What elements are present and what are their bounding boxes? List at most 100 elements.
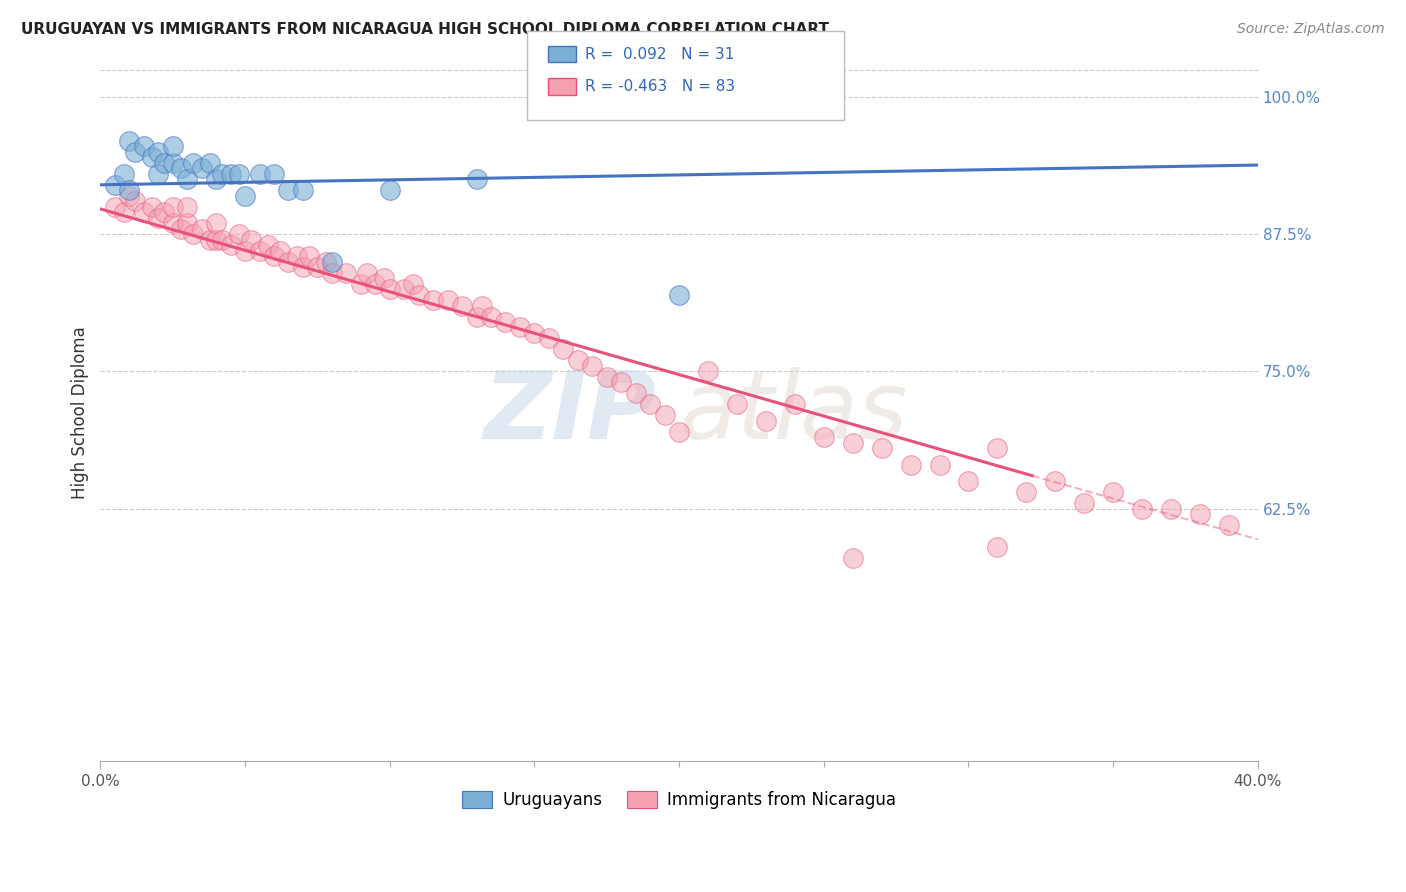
Text: URUGUAYAN VS IMMIGRANTS FROM NICARAGUA HIGH SCHOOL DIPLOMA CORRELATION CHART: URUGUAYAN VS IMMIGRANTS FROM NICARAGUA H… [21,22,830,37]
Point [257,238,280,252]
Point [112,205,135,219]
Point [436,293,458,307]
Point [124,194,146,209]
Point [228,167,250,181]
Point [1102,485,1125,500]
Text: R =  0.092   N = 31: R = 0.092 N = 31 [585,47,734,62]
Point [176,172,198,186]
Point [277,183,299,197]
Point [364,277,387,291]
Point [479,310,502,324]
Point [219,167,242,181]
Point [451,299,474,313]
Point [596,370,619,384]
Point [132,139,155,153]
Point [986,442,1008,456]
Point [162,156,184,170]
Point [392,282,415,296]
Point [118,134,141,148]
Point [495,315,517,329]
Point [465,310,488,324]
Point [841,435,863,450]
Text: Source: ZipAtlas.com: Source: ZipAtlas.com [1237,22,1385,37]
Point [373,271,395,285]
Point [986,540,1008,554]
Point [321,254,343,268]
Point [200,233,222,247]
Point [162,200,184,214]
Point [509,320,531,334]
Point [269,244,291,258]
Point [211,233,233,247]
Point [141,200,163,214]
Point [181,156,204,170]
Point [190,221,212,235]
Point [170,161,193,176]
Text: atlas: atlas [679,368,907,458]
Point [957,474,980,488]
Point [104,200,127,214]
Point [697,364,720,378]
Point [118,183,141,197]
Point [211,167,233,181]
Point [205,172,228,186]
Point [239,233,262,247]
Point [567,353,589,368]
Point [350,277,373,291]
Point [118,188,141,202]
Point [112,167,135,181]
Point [249,244,271,258]
Point [654,409,676,423]
Point [162,139,184,153]
Point [277,254,299,268]
Point [291,260,314,274]
Point [813,430,835,444]
Legend: Uruguayans, Immigrants from Nicaragua: Uruguayans, Immigrants from Nicaragua [456,784,903,815]
Point [170,221,193,235]
Point [291,183,314,197]
Point [249,167,271,181]
Point [298,249,321,263]
Point [233,188,256,202]
Point [200,156,222,170]
Point [402,277,425,291]
Point [181,227,204,242]
Point [783,397,806,411]
Point [153,205,176,219]
Point [104,178,127,192]
Point [581,359,603,373]
Point [176,200,198,214]
Point [315,254,337,268]
Point [124,145,146,159]
Point [408,287,430,301]
Point [233,244,256,258]
Point [870,442,893,456]
Point [928,458,950,472]
Point [148,211,170,225]
Point [841,551,863,566]
Point [263,167,285,181]
Point [624,386,647,401]
Point [638,397,661,411]
Point [422,293,444,307]
Point [471,299,494,313]
Point [1073,496,1095,510]
Point [725,397,748,411]
Point [523,326,546,340]
Point [285,249,308,263]
Point [1188,507,1211,521]
Point [219,238,242,252]
Point [465,172,488,186]
Point [1160,501,1182,516]
Point [190,161,212,176]
Point [378,282,401,296]
Point [537,331,560,345]
Point [321,266,343,280]
Y-axis label: High School Diploma: High School Diploma [72,326,89,499]
Point [1218,518,1240,533]
Point [148,145,170,159]
Point [553,343,575,357]
Point [205,233,228,247]
Point [1045,474,1067,488]
Point [668,425,690,439]
